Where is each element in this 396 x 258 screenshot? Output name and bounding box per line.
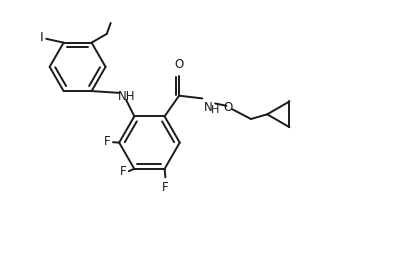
Text: F: F: [104, 135, 110, 148]
Text: F: F: [162, 181, 169, 194]
Text: O: O: [224, 101, 233, 114]
Text: H: H: [211, 105, 219, 115]
Text: F: F: [120, 165, 127, 179]
Text: O: O: [175, 58, 184, 71]
Text: NH: NH: [118, 90, 135, 103]
Text: I: I: [40, 31, 44, 44]
Text: N: N: [204, 101, 213, 114]
